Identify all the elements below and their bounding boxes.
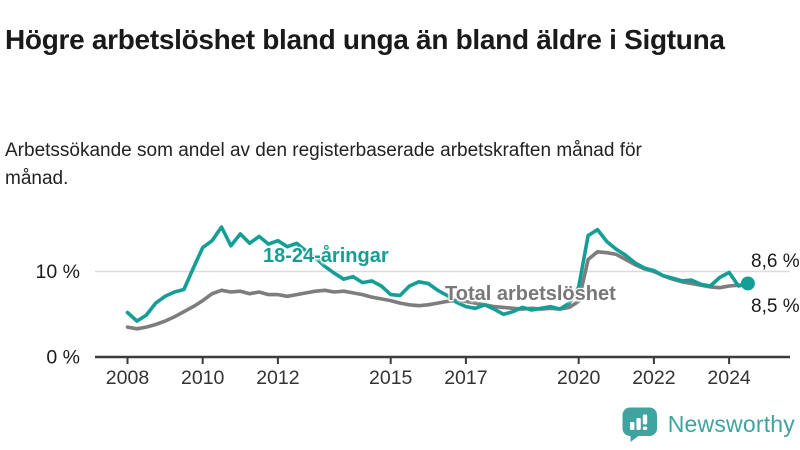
page-title: Högre arbetslöshet bland unga än bland ä… bbox=[5, 23, 725, 55]
x-tick-label-2015: 2015 bbox=[369, 367, 413, 389]
newsworthy-logo-text: Newsworthy bbox=[667, 411, 795, 437]
chart-speech-bubble-icon bbox=[622, 407, 657, 442]
x-tick-label-2010: 2010 bbox=[181, 367, 225, 389]
x-tick-label-2012: 2012 bbox=[256, 367, 299, 389]
series-end-dot-youth bbox=[740, 276, 755, 291]
newsworthy-logo[interactable]: Newsworthy bbox=[621, 406, 795, 443]
x-tick-label-2024: 2024 bbox=[707, 367, 751, 389]
y-tick-label-10: 10 % bbox=[36, 261, 80, 283]
series-label-youth: 18-24-åringar bbox=[263, 245, 389, 267]
x-tick-label-2022: 2022 bbox=[632, 367, 675, 389]
x-tick-label-2020: 2020 bbox=[557, 367, 601, 389]
series-line-youth bbox=[125, 225, 750, 323]
chart-subtitle: Arbetssökande som andel av den registerb… bbox=[5, 140, 642, 189]
y-tick-label-0: 0 % bbox=[46, 347, 80, 369]
x-tick-label-2008: 2008 bbox=[106, 367, 149, 389]
series-label-total: Total arbetslöshet bbox=[445, 283, 616, 305]
x-tick-label-2017: 2017 bbox=[444, 367, 487, 389]
end-value-label-youth: 8,6 % bbox=[751, 251, 800, 272]
end-value-label-total: 8,5 % bbox=[751, 296, 800, 317]
